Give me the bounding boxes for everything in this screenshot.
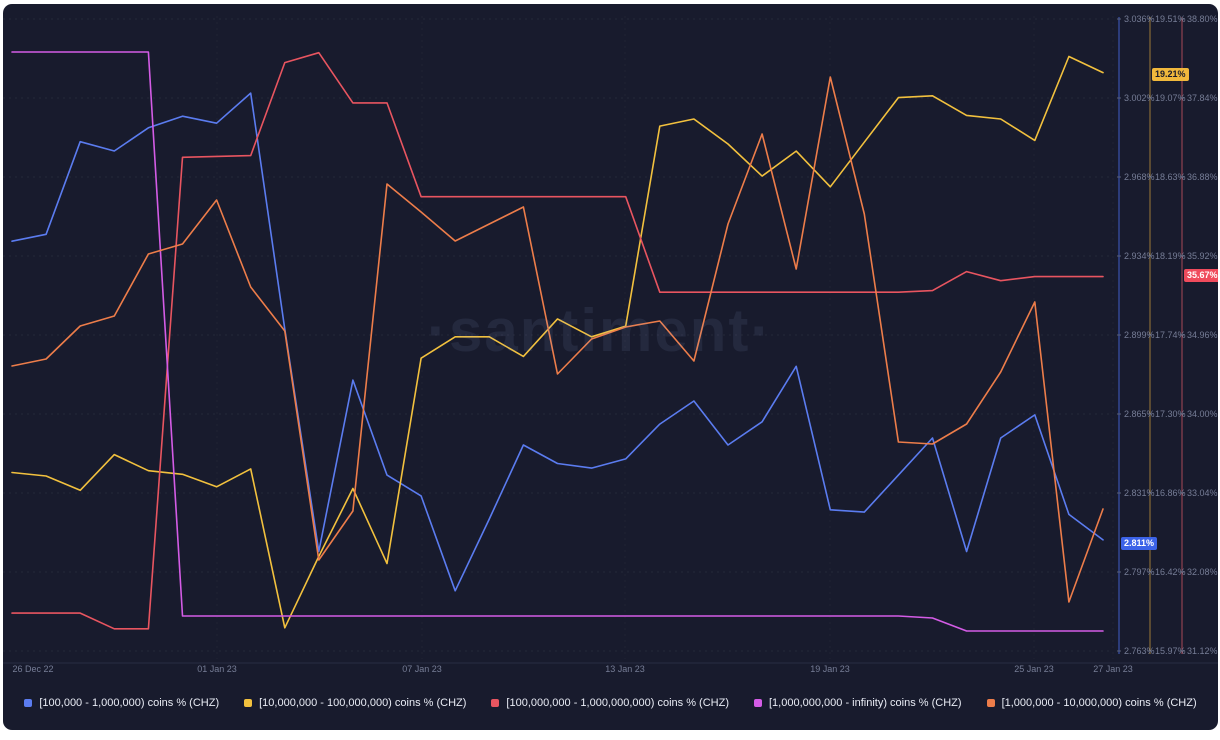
y-axis-label-red: 38.80% (1187, 14, 1218, 24)
y-axis-label-yellow: 16.42% (1155, 567, 1186, 577)
y-axis-label-red: 35.92% (1187, 251, 1218, 261)
y-axis-label-red: 34.96% (1187, 330, 1218, 340)
legend-marker-yellow (244, 699, 253, 707)
x-axis-label: 01 Jan 23 (197, 664, 237, 674)
y-axis-label-yellow: 18.63% (1155, 172, 1186, 182)
last-value-badge-red: 35.67% (1184, 269, 1218, 282)
y-axis-label-blue: 3.036% (1124, 14, 1155, 24)
y-axis-label-red: 31.12% (1187, 646, 1218, 656)
legend-label-orange: [1,000,000 - 10,000,000) coins % (CHZ) (1001, 697, 1197, 709)
last-value-badge-yellow: 19.21% (1152, 68, 1189, 81)
y-axis-label-blue: 2.934% (1124, 251, 1155, 261)
chart-container: ·santiment· 3.036% 3.002% 2.968% 2.934% 2.89… (3, 4, 1218, 730)
y-axis-label-red: 37.84% (1187, 93, 1218, 103)
legend-item-yellow[interactable]: [10,000,000 - 100,000,000) coins % (CHZ) (244, 697, 466, 709)
y-axis-label-yellow: 19.51% (1155, 14, 1186, 24)
series-line-blue (11, 92, 1104, 592)
price-chart-plot[interactable] (3, 4, 1218, 730)
y-axis-label-yellow: 17.30% (1155, 409, 1186, 419)
legend-label-yellow: [10,000,000 - 100,000,000) coins % (CHZ) (259, 697, 467, 709)
y-axis-label-blue: 2.763% (1124, 646, 1155, 656)
x-axis-label: 07 Jan 23 (402, 664, 442, 674)
y-axis-label-blue: 2.968% (1124, 172, 1155, 182)
y-axis-label-yellow: 18.19% (1155, 251, 1186, 261)
y-axis-label-red: 36.88% (1187, 172, 1218, 182)
legend-marker-orange (986, 699, 995, 707)
y-axis-label-blue: 2.831% (1124, 488, 1155, 498)
legend-label-red: [100,000,000 - 1,000,000,000) coins % (C… (506, 697, 729, 709)
legend-label-magenta: [1,000,000,000 - infinity) coins % (CHZ) (768, 697, 962, 709)
legend-item-red[interactable]: [100,000,000 - 1,000,000,000) coins % (C… (491, 697, 729, 709)
legend-item-orange[interactable]: [1,000,000 - 10,000,000) coins % (CHZ) (986, 697, 1197, 709)
legend-label-blue: [100,000 - 1,000,000) coins % (CHZ) (39, 697, 220, 709)
legend-marker-red (491, 699, 500, 707)
legend-marker-blue (24, 699, 33, 707)
chart-legend: [100,000 - 1,000,000) coins % (CHZ) [10,0… (3, 697, 1218, 709)
series-line-magenta (11, 51, 1104, 632)
y-axis-label-blue: 2.865% (1124, 409, 1155, 419)
x-axis-label: 13 Jan 23 (605, 664, 645, 674)
last-value-badge-blue: 2.811% (1121, 537, 1158, 550)
series-line-orange (11, 76, 1104, 603)
y-axis-label-yellow: 19.07% (1155, 93, 1186, 103)
x-axis-label: 25 Jan 23 (1014, 664, 1054, 674)
legend-item-blue[interactable]: [100,000 - 1,000,000) coins % (CHZ) (24, 697, 219, 709)
y-axis-label-red: 32.08% (1187, 567, 1218, 577)
y-axis-label-red: 34.00% (1187, 409, 1218, 419)
series-line-yellow (11, 55, 1104, 629)
legend-item-magenta[interactable]: [1,000,000,000 - infinity) coins % (CHZ) (753, 697, 962, 709)
y-axis-label-blue: 2.797% (1124, 567, 1155, 577)
x-axis-label: 27 Jan 23 (1093, 664, 1133, 674)
x-axis-label: 19 Jan 23 (810, 664, 850, 674)
legend-marker-magenta (753, 699, 762, 707)
series-line-red (11, 51, 1104, 630)
x-axis-label: 26 Dec 22 (12, 664, 54, 674)
y-axis-label-blue: 3.002% (1124, 93, 1155, 103)
y-axis-label-yellow: 15.97% (1155, 646, 1186, 656)
y-axis-label-red: 33.04% (1187, 488, 1218, 498)
y-axis-label-blue: 2.899% (1124, 330, 1155, 340)
y-axis-label-yellow: 17.74% (1155, 330, 1186, 340)
y-axis-label-yellow: 16.86% (1155, 488, 1186, 498)
